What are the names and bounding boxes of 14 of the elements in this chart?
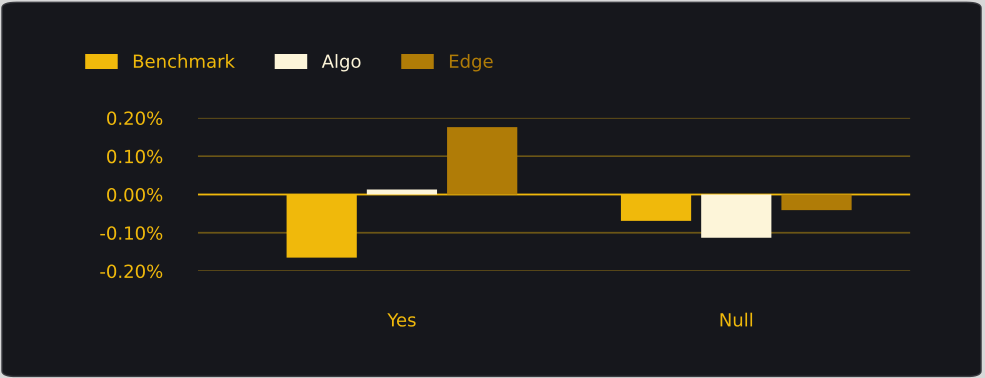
bar bbox=[781, 194, 852, 210]
y-tick-label: -0.20% bbox=[100, 264, 162, 278]
legend-label: Edge bbox=[450, 54, 493, 72]
x-tick-label: Null bbox=[720, 312, 752, 327]
y-tick-label: 0.20% bbox=[107, 111, 162, 126]
y-tick-label: 0.10% bbox=[107, 150, 162, 164]
x-tick-label: Yes bbox=[387, 313, 416, 327]
y-tick-label: 0.00% bbox=[107, 188, 162, 202]
bar bbox=[366, 190, 438, 194]
bar bbox=[447, 127, 518, 194]
bar bbox=[701, 194, 772, 238]
legend-label: Algo bbox=[322, 54, 361, 72]
legend-label: Benchmark bbox=[134, 54, 235, 68]
y-tick-label: -0.10% bbox=[100, 226, 162, 240]
